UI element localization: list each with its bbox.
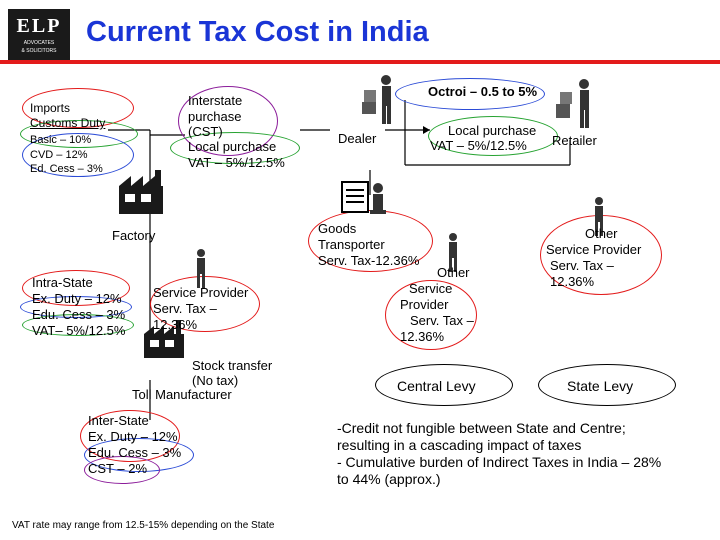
intra-state-title: Intra-State bbox=[32, 275, 93, 290]
note-line1: -Credit not fungible between State and C… bbox=[337, 420, 626, 436]
retailer-label: Retailer bbox=[552, 133, 597, 148]
page-title: Current Tax Cost in India bbox=[86, 16, 429, 48]
service-provider-person-icon bbox=[197, 249, 205, 288]
right-provider-line3: Serv. Tax – bbox=[550, 258, 614, 273]
right-service-provider-person-icon bbox=[595, 197, 603, 236]
state-levy-label: State Levy bbox=[567, 378, 634, 394]
note-line2: resulting in a cascading impact of taxes bbox=[337, 437, 582, 453]
mid-provider-line5: 12.36% bbox=[400, 329, 445, 344]
transporter-icon bbox=[341, 181, 386, 214]
mid-provider-line3: Provider bbox=[400, 297, 449, 312]
right-provider-line4: 12.36% bbox=[550, 274, 595, 289]
logo-subtext-1: ADVOCATES bbox=[23, 40, 55, 46]
stock-transfer-line1: Stock transfer bbox=[192, 358, 273, 373]
other-service-mid-red-ellipse bbox=[385, 280, 477, 350]
mid-provider-line2: Service bbox=[409, 281, 453, 296]
interstate-green-ellipse bbox=[170, 132, 300, 164]
inter-state-cst: CST – 2% bbox=[88, 461, 148, 476]
right-provider-line2: Service Provider bbox=[546, 242, 642, 257]
local-purchase-label: Local purchase bbox=[448, 123, 537, 138]
state-levy-ellipse bbox=[538, 364, 676, 406]
imports-cvd: CVD – 12% bbox=[30, 149, 88, 161]
octroi-blue-ellipse bbox=[395, 78, 545, 110]
factory-label: Factory bbox=[112, 228, 156, 243]
interstate-line3: (CST) bbox=[188, 124, 223, 139]
note-line3: - Cumulative burden of Indirect Taxes in… bbox=[337, 454, 662, 470]
title-divider bbox=[0, 60, 720, 64]
interstate-line4: Local purchase bbox=[188, 139, 277, 154]
arrow-head bbox=[423, 126, 430, 134]
person-with-boxes-icon bbox=[362, 75, 391, 124]
local-purchase-vat: VAT – 5%/12.5% bbox=[430, 138, 527, 153]
inter-state-title: Inter-State bbox=[88, 413, 149, 428]
interstate-line1: Interstate bbox=[188, 93, 243, 108]
intra-state-ex-duty: Ex. Duty – 12% bbox=[32, 291, 122, 306]
inter-state-purple-ellipse bbox=[84, 456, 160, 484]
service-provider-rate: 12.36% bbox=[153, 317, 198, 332]
right-provider-line1: Other bbox=[585, 226, 618, 241]
mid-provider-line1: Other bbox=[437, 265, 470, 280]
service-provider-title: Service Provider bbox=[153, 285, 249, 300]
inter-state-ex-duty: Ex. Duty – 12% bbox=[88, 429, 178, 444]
octroi-label: Octroi – 0.5 to 5% bbox=[428, 84, 538, 99]
inter-state-edu-cess: Edu. Cess – 3% bbox=[88, 445, 182, 460]
intra-green-ellipse bbox=[22, 314, 134, 336]
intra-state-vat: VAT– 5%/12.5% bbox=[32, 323, 126, 338]
factory-icon bbox=[119, 170, 163, 214]
transporter-line1: Goods bbox=[318, 221, 357, 236]
toll-manufacturer-icon bbox=[144, 320, 184, 358]
central-levy-label: Central Levy bbox=[397, 378, 476, 394]
imports-customs-duty: Customs Duty bbox=[30, 116, 106, 130]
imports-basic: Basic – 10% bbox=[30, 134, 92, 146]
mid-provider-line4: Serv. Tax – bbox=[410, 313, 474, 328]
footnote: VAT rate may range from 12.5-15% dependi… bbox=[12, 520, 275, 531]
transporter-line2: Transporter bbox=[318, 237, 385, 252]
logo-subtext-2: & SOLICITORS bbox=[21, 48, 57, 54]
central-levy-ellipse bbox=[375, 364, 513, 406]
interstate-line2: purchase bbox=[188, 109, 242, 124]
dealer-label: Dealer bbox=[338, 131, 377, 146]
imports-title: Imports bbox=[30, 101, 71, 115]
imports-blue-ellipse bbox=[22, 133, 134, 177]
imports-ed-cess: Ed. Cess – 3% bbox=[30, 163, 103, 175]
logo-text: ELP bbox=[16, 15, 62, 37]
interstate-line5: VAT – 5%/12.5% bbox=[188, 155, 285, 170]
company-logo: ELP ADVOCATES & SOLICITORS bbox=[8, 9, 70, 61]
stock-transfer-line2: (No tax) bbox=[192, 373, 239, 388]
stock-transfer-line3: Toll Manufacturer bbox=[132, 387, 232, 402]
transporter-line3: Serv. Tax-12.36% bbox=[318, 253, 420, 268]
other-service-provider-person-icon bbox=[449, 233, 457, 272]
retail-green-ellipse bbox=[428, 116, 558, 156]
service-provider-tax: Serv. Tax – bbox=[153, 301, 217, 316]
note-line4: to 44% (approx.) bbox=[337, 471, 441, 487]
retailer-person-with-boxes-icon bbox=[556, 79, 589, 128]
intra-state-edu-cess: Edu. Cess – 3% bbox=[32, 307, 126, 322]
